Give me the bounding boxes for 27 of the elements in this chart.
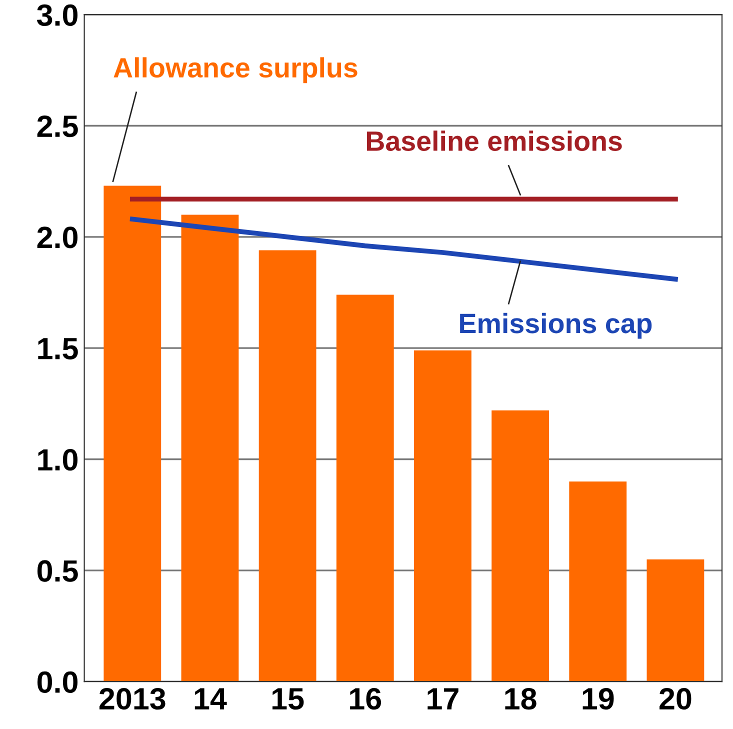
x-tick-label: 20 [660, 688, 692, 710]
bar [646, 559, 704, 682]
y-tick-label: 1.5 [38, 338, 78, 360]
bar [104, 186, 162, 682]
bar [569, 482, 627, 682]
x-tick-label: 2013 [99, 688, 166, 710]
y-tick-label: 1.0 [38, 449, 78, 471]
x-tick-label: 16 [350, 688, 382, 710]
line-series [130, 216, 678, 282]
y-tick-label: 2.0 [37, 226, 78, 248]
bar [492, 410, 549, 682]
bar [336, 294, 394, 682]
x-tick-label: 15 [272, 688, 304, 710]
bar [181, 214, 239, 682]
y-tick-label: 0.5 [37, 560, 78, 582]
y-tick-label: 2.5 [37, 115, 78, 138]
text: Allowance surplus [114, 57, 358, 84]
y-tick-label: 3.0 [36, 4, 78, 26]
series-label: Emissions cap [460, 312, 652, 339]
series-label: Baseline emissions [366, 130, 622, 151]
y-tick-label: 0.0 [37, 671, 78, 693]
x-tick-label: 19 [582, 688, 614, 710]
bar [414, 350, 472, 682]
x-tick-label: 14 [194, 688, 227, 710]
x-tick-label: 17 [428, 688, 458, 710]
x-tick-label: 18 [505, 688, 536, 710]
bar [258, 250, 316, 682]
